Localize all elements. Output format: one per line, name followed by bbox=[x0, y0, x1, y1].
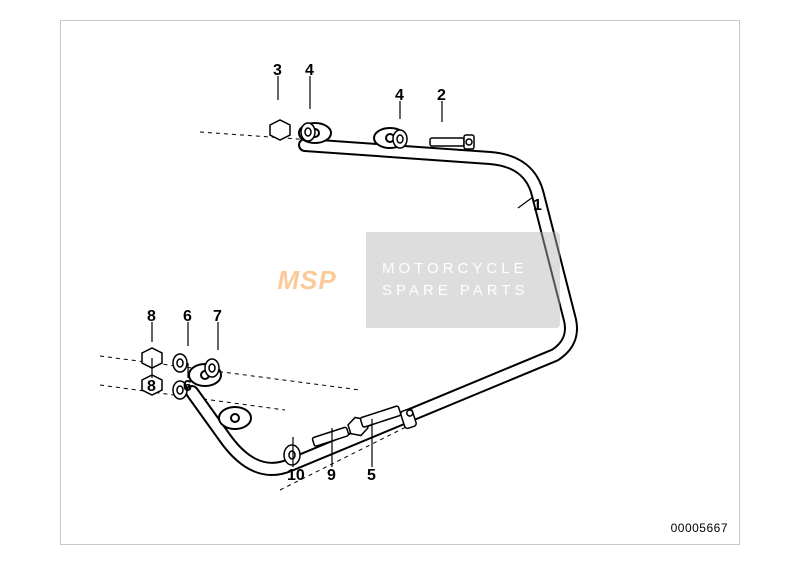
callout-6: 6 bbox=[183, 308, 192, 326]
callout-5: 5 bbox=[367, 467, 376, 485]
callout-6: 6 bbox=[183, 378, 192, 396]
callout-3: 3 bbox=[273, 62, 282, 80]
callout-8: 8 bbox=[147, 308, 156, 326]
callout-8: 8 bbox=[147, 378, 156, 396]
guide-lines bbox=[100, 132, 480, 490]
callout-7: 7 bbox=[213, 308, 222, 326]
callout-9: 9 bbox=[327, 467, 336, 485]
leader-line bbox=[518, 197, 533, 208]
callout-1: 1 bbox=[533, 197, 542, 215]
callout-2: 2 bbox=[437, 87, 446, 105]
diagram-id: 00005667 bbox=[671, 521, 728, 535]
callout-4: 4 bbox=[395, 87, 404, 105]
callout-10: 10 bbox=[287, 467, 305, 485]
callout-4: 4 bbox=[305, 62, 314, 80]
